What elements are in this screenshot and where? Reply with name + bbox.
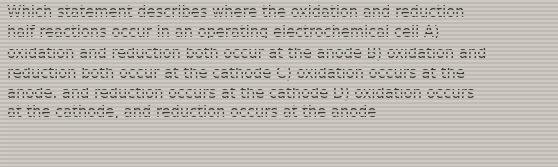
Text: Which statement describes where the oxidation and reduction
half reactions occur: Which statement describes where the oxid… [7,5,486,120]
